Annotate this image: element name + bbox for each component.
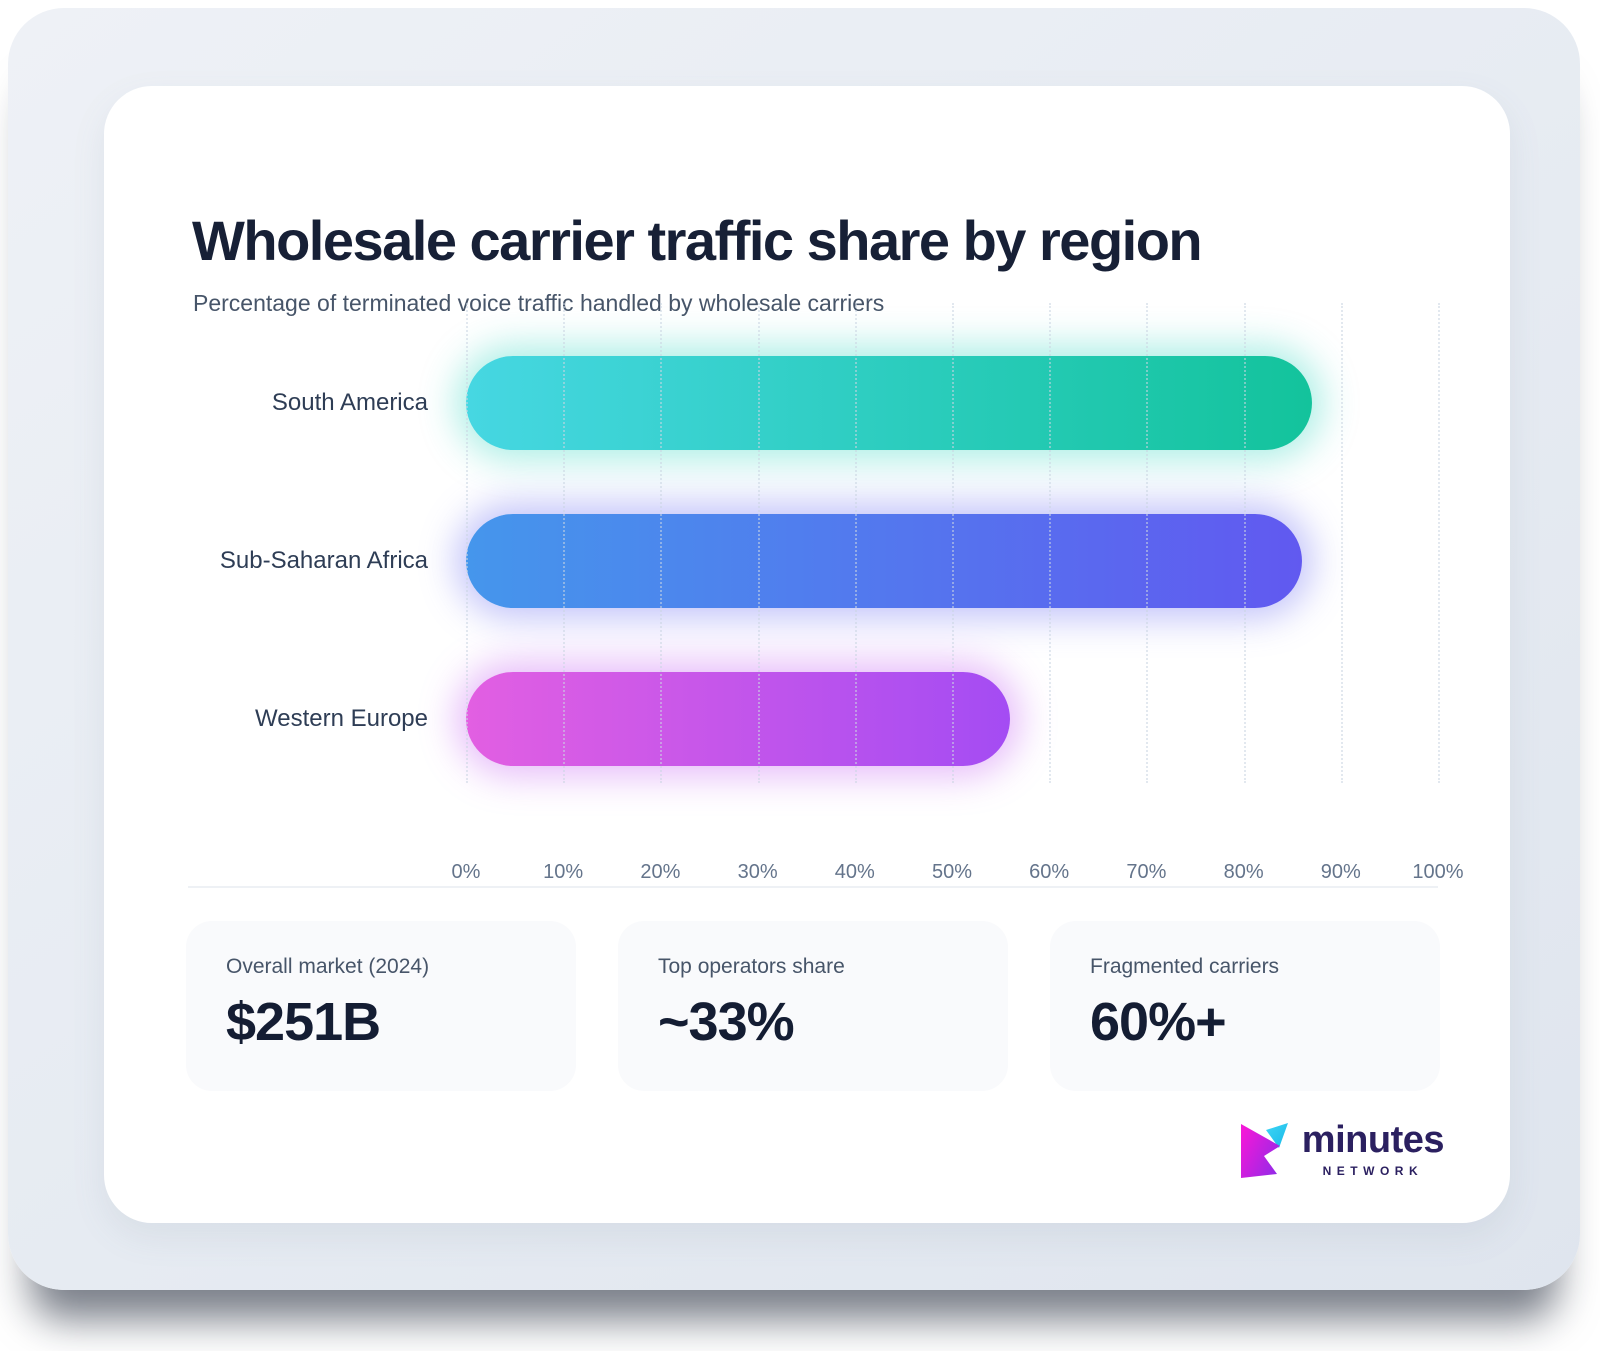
stat-label: Top operators share	[658, 955, 845, 978]
stat-card-fragmented-carriers: Fragmented carriers 60%+	[1050, 921, 1440, 1091]
gridline-60	[1049, 303, 1052, 783]
stat-label: Fragmented carriers	[1090, 955, 1280, 978]
x-tick-60: 60%	[1029, 861, 1070, 883]
logo-wordmark: minutes	[1301, 1118, 1445, 1161]
stat-value: 60%+	[1090, 992, 1227, 1052]
bar-western-europe	[466, 672, 1011, 766]
gridline-40	[854, 303, 857, 783]
x-tick-10: 10%	[543, 861, 584, 883]
x-tick-20: 20%	[640, 861, 681, 883]
category-label-western-europe: Western Europe	[255, 705, 428, 732]
gridline-50	[952, 303, 954, 783]
category-label-south-america: South America	[271, 389, 428, 416]
plot-area: 0% 10% 20% 30% 40% 50% 60% 70% 80% 90% 1…	[452, 298, 1464, 898]
gridline-70	[1146, 303, 1149, 783]
bar-sub-saharan-africa	[466, 514, 1302, 608]
gridline-80	[1243, 303, 1246, 783]
category-label-sub-saharan-africa: Sub-Saharan Africa	[219, 547, 428, 574]
gridline-100	[1438, 303, 1440, 783]
x-tick-80: 80%	[1223, 861, 1264, 883]
stat-card-top-operators: Top operators share ~33%	[618, 921, 1008, 1091]
x-tick-40: 40%	[834, 861, 875, 883]
gridline-10	[563, 303, 566, 783]
x-tick-50: 50%	[931, 861, 973, 883]
traffic-share-chart: South America Sub-Saharan Africa Western…	[104, 298, 1510, 898]
x-tick-100: 100%	[1412, 861, 1464, 883]
gridline-0	[466, 303, 468, 783]
section-divider	[188, 886, 1438, 888]
logo-network-label: NETWORK	[1322, 1163, 1424, 1178]
gridline-20	[660, 303, 663, 783]
page-title: Wholesale carrier traffic share by regio…	[192, 209, 1203, 272]
x-tick-70: 70%	[1126, 861, 1167, 883]
stat-value: $251B	[226, 992, 381, 1052]
background-shell: Wholesale carrier traffic share by regio…	[8, 8, 1580, 1290]
minutes-logo-icon	[1240, 1123, 1288, 1178]
bar-south-america	[466, 356, 1312, 450]
stat-value: ~33%	[658, 992, 795, 1052]
stat-label: Overall market (2024)	[226, 955, 430, 978]
x-tick-30: 30%	[737, 861, 778, 883]
minutes-network-logo: minutes NETWORK	[1236, 1114, 1445, 1184]
x-tick-90: 90%	[1320, 861, 1361, 883]
gridline-30	[757, 303, 760, 783]
logo-text: minutes NETWORK	[1301, 1118, 1445, 1178]
infographic-card: Wholesale carrier traffic share by regio…	[104, 86, 1510, 1223]
x-tick-0: 0%	[451, 861, 481, 883]
stat-card-overall-market: Overall market (2024) $251B	[186, 921, 576, 1091]
page-subtitle: Percentage of terminated voice traffic h…	[193, 290, 885, 316]
gridline-90	[1340, 303, 1343, 783]
